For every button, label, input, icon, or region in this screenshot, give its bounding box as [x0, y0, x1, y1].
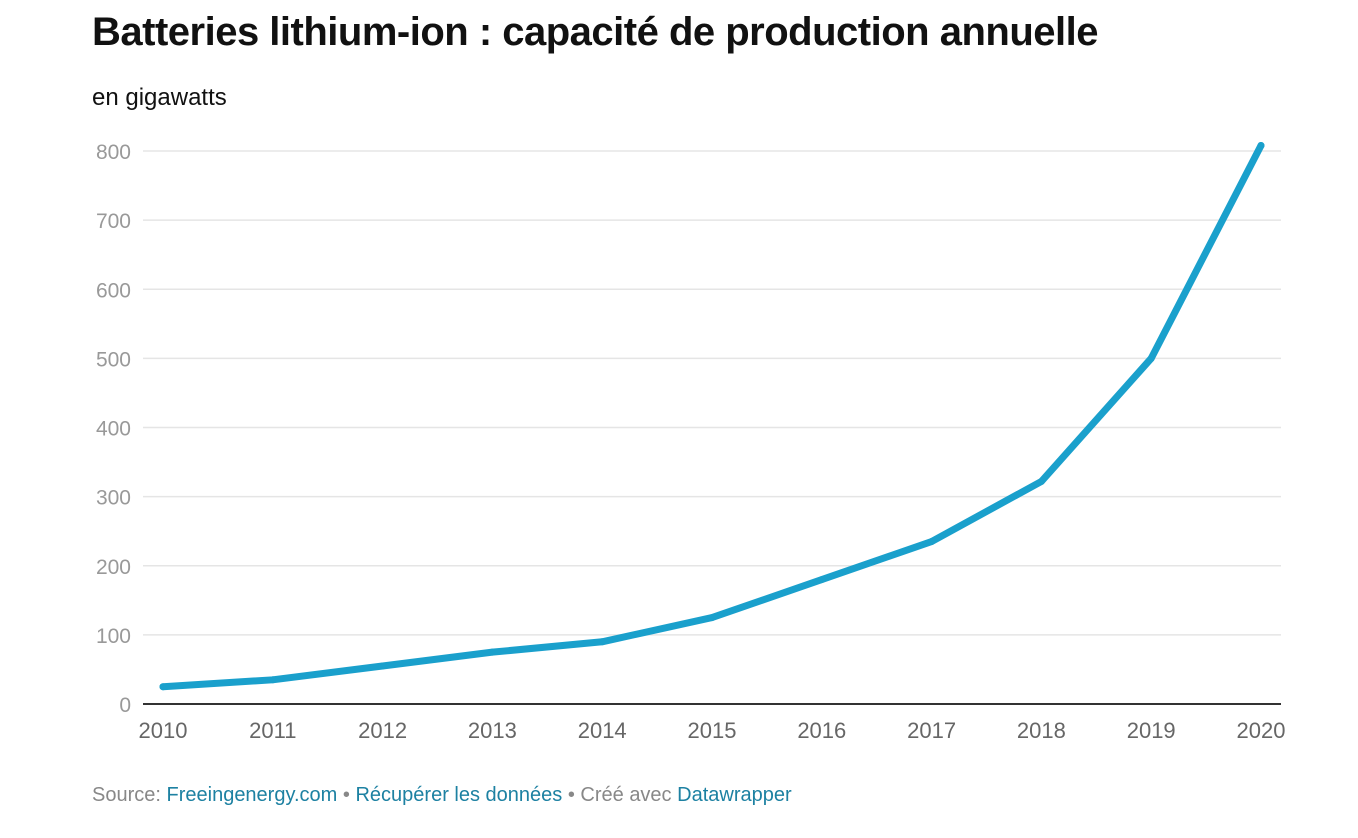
x-tick-label: 2019 [1127, 718, 1176, 743]
x-tick-label: 2014 [578, 718, 627, 743]
y-tick-label: 100 [96, 625, 131, 648]
y-tick-label: 600 [96, 279, 131, 302]
data-point [488, 648, 496, 656]
x-tick-label: 2013 [468, 718, 517, 743]
data-point [1147, 354, 1155, 362]
x-tick-label: 2017 [907, 718, 956, 743]
y-tick-label: 0 [119, 694, 131, 717]
footer-separator: • [567, 784, 575, 806]
x-tick-label: 2011 [249, 718, 296, 743]
data-point [818, 576, 826, 584]
series-line [159, 141, 1265, 691]
grid-lines [143, 150, 1281, 636]
data-point [159, 683, 167, 691]
footer-separator: • [342, 784, 350, 806]
y-axis-ticks: 0 100 200 300 400 500 600 700 800 [96, 141, 131, 717]
y-tick-label: 400 [96, 418, 131, 441]
data-point [379, 662, 387, 670]
chart-subtitle: en gigawatts [92, 84, 227, 111]
x-tick-label: 2018 [1017, 718, 1066, 743]
datawrapper-link[interactable]: Datawrapper [677, 784, 792, 806]
data-point [1037, 477, 1045, 485]
data-point [1257, 141, 1265, 149]
y-tick-label: 800 [96, 141, 131, 164]
x-tick-label: 2016 [797, 718, 846, 743]
data-point [269, 676, 277, 684]
y-tick-label: 200 [96, 556, 131, 579]
data-point [928, 538, 936, 546]
data-point [708, 614, 716, 622]
y-tick-label: 700 [96, 210, 131, 233]
x-tick-label: 2020 [1237, 718, 1286, 743]
x-tick-label: 2010 [139, 718, 188, 743]
x-tick-label: 2015 [688, 718, 737, 743]
x-axis-ticks: 2010 2011 2012 2013 2014 2015 2016 2017 2018 2019… [139, 718, 1286, 743]
chart-title: Batteries lithium-ion : capacité de prod… [92, 10, 1098, 54]
source-link[interactable]: Freeingenergy.com [166, 784, 338, 806]
series-group [159, 141, 1265, 691]
chart-footer: Source: Freeingenergy.com • Récupérer le… [92, 784, 792, 807]
download-data-link[interactable]: Récupérer les données [355, 784, 563, 806]
source-label: Source: [92, 784, 161, 806]
created-with-label: Créé avec [580, 784, 672, 806]
x-tick-label: 2012 [358, 718, 407, 743]
y-tick-label: 300 [96, 487, 131, 510]
y-tick-label: 500 [96, 348, 131, 371]
data-point [598, 638, 606, 646]
